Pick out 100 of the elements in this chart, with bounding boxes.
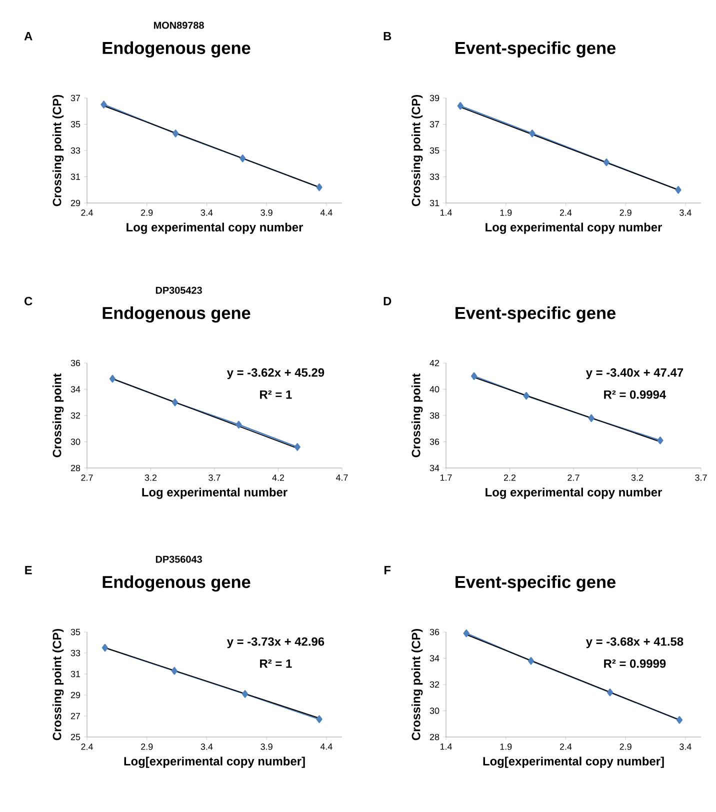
x-tick-label: 3.4 xyxy=(200,744,213,750)
x-tick-label: 2.4 xyxy=(81,209,93,216)
y-tick-label: 36 xyxy=(70,360,80,366)
point xyxy=(523,392,530,400)
y-tick-label: 42 xyxy=(430,360,440,366)
point xyxy=(457,102,464,110)
y-axis-title: Crossing point (CP) xyxy=(52,94,64,206)
annotation: y = -3.73x + 42.96 xyxy=(226,637,324,648)
y-tick-label: 29 xyxy=(70,200,80,206)
text: F xyxy=(384,566,391,574)
y-tick-label: 25 xyxy=(70,734,80,740)
x-axis-title: Log experimental number xyxy=(142,488,288,499)
x-tick-label: 2.4 xyxy=(560,744,572,750)
point xyxy=(676,716,683,724)
x-tick-label: 3.4 xyxy=(680,209,692,216)
y-tick-label: 32 xyxy=(70,412,80,419)
y-tick-label: 34 xyxy=(430,655,440,662)
annotation: R² = 1 xyxy=(260,659,292,668)
x-tick-label: 1.9 xyxy=(500,209,512,216)
text: E xyxy=(25,566,32,574)
point xyxy=(528,656,534,665)
x-tick-label: 3.7 xyxy=(208,474,220,481)
x-tick-label: 3.4 xyxy=(200,209,213,216)
x-tick-label: 2.9 xyxy=(141,209,153,216)
y-tick-label: 31 xyxy=(430,200,440,206)
point xyxy=(236,420,242,429)
y-axis-title: Crossing point xyxy=(52,373,64,458)
point xyxy=(606,688,614,696)
chart-title: Endogenous gene xyxy=(102,306,250,323)
y-tick-label: 30 xyxy=(430,708,440,714)
point xyxy=(675,186,682,194)
y-tick-label: 28 xyxy=(70,464,80,472)
chart-title: Event-specific gene xyxy=(456,575,616,592)
x-tick-label: 2.7 xyxy=(81,474,93,481)
chart-title: Event-specific gene xyxy=(456,41,616,58)
point xyxy=(102,644,108,652)
x-tick-label: 1.4 xyxy=(440,744,452,750)
x-axis-title: Log[experimental copy number] xyxy=(124,756,305,768)
x-tick-label: 2.2 xyxy=(504,474,516,481)
y-axis-title: Crossing point (CP) xyxy=(411,628,423,740)
annotation: y = -3.40x + 47.47 xyxy=(586,368,684,380)
x-tick-label: 3.9 xyxy=(260,744,272,750)
y-tick-label: 37 xyxy=(430,121,440,128)
y-tick-label: 35 xyxy=(70,628,80,636)
y-tick-label: 27 xyxy=(70,712,80,720)
y-tick-label: 33 xyxy=(70,650,80,656)
y-tick-label: 39 xyxy=(430,94,440,102)
point xyxy=(240,154,246,162)
text: A xyxy=(24,32,32,40)
point xyxy=(242,690,248,698)
annotation: R² = 1 xyxy=(260,390,292,399)
x-tick-label: 3.7 xyxy=(695,474,707,481)
point xyxy=(172,398,178,406)
y-tick-label: 36 xyxy=(430,438,440,445)
point xyxy=(316,183,322,192)
x-tick-label: 4.7 xyxy=(336,474,348,481)
y-tick-label: 28 xyxy=(430,734,440,740)
point xyxy=(529,130,536,138)
x-tick-label: 2.9 xyxy=(620,744,632,750)
x-axis-title: Log experimental copy number xyxy=(486,488,662,499)
y-tick-label: 30 xyxy=(70,438,80,445)
y-tick-label: 36 xyxy=(430,628,440,636)
text: C xyxy=(24,296,32,306)
y-tick-label: 34 xyxy=(430,464,440,472)
point xyxy=(603,158,610,166)
y-tick-label: 29 xyxy=(70,692,80,698)
annotation: y = -3.62x + 45.29 xyxy=(226,368,324,380)
text: D xyxy=(384,297,392,306)
y-axis-title: Crossing point (CP) xyxy=(52,628,64,740)
annotation: R² = 0.9999 xyxy=(604,659,666,668)
x-tick-label: 4.4 xyxy=(320,210,332,216)
x-tick-label: 3.2 xyxy=(631,474,644,481)
chart-subtitle: MON89788 xyxy=(154,22,204,29)
x-tick-label: 2.4 xyxy=(560,209,572,216)
y-tick-label: 38 xyxy=(430,412,440,419)
x-axis-title: Log experimental copy number xyxy=(126,222,303,234)
y-tick-label: 37 xyxy=(70,94,80,102)
point xyxy=(294,443,300,451)
y-tick-label: 33 xyxy=(70,147,80,154)
point xyxy=(470,372,478,380)
x-tick-label: 3.4 xyxy=(680,744,692,750)
x-tick-label: 3.2 xyxy=(144,474,157,481)
x-tick-label: 4.4 xyxy=(320,744,332,750)
text: B xyxy=(384,32,392,40)
y-tick-label: 34 xyxy=(70,386,80,392)
x-tick-label: 1.9 xyxy=(500,744,512,750)
y-tick-label: 32 xyxy=(430,681,440,688)
point xyxy=(109,374,116,383)
point xyxy=(172,130,179,138)
x-tick-label: 2.7 xyxy=(568,474,580,481)
x-axis-title: Log experimental copy number xyxy=(486,222,662,234)
x-tick-label: 1.7 xyxy=(440,474,452,481)
y-tick-label: 33 xyxy=(430,174,440,180)
x-tick-label: 2.4 xyxy=(81,744,93,750)
y-tick-label: 31 xyxy=(70,670,80,678)
x-axis-title: Log[experimental copy number] xyxy=(483,756,664,768)
y-axis-title: Crossing point xyxy=(411,373,423,458)
point xyxy=(171,666,178,675)
x-tick-label: 2.9 xyxy=(620,209,632,216)
point xyxy=(588,414,594,422)
